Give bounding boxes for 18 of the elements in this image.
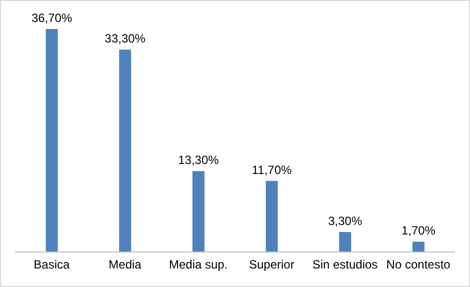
data-label: 1,70%	[401, 224, 436, 238]
x-tick-label: Sin estudios	[312, 258, 378, 272]
data-label: 36,70%	[31, 11, 72, 25]
bar	[46, 29, 58, 252]
data-label: 3,30%	[328, 214, 362, 228]
bar	[192, 171, 204, 252]
bar	[412, 242, 424, 252]
x-tick-label: Media	[108, 258, 142, 272]
data-label: 33,30%	[104, 32, 146, 46]
data-label: 11,70%	[252, 162, 292, 177]
bar	[339, 232, 352, 252]
x-tick-label: Media sup.	[168, 258, 228, 272]
data-label: 13,30%	[178, 153, 220, 168]
bar	[119, 50, 132, 252]
x-tick-label: Basica	[34, 258, 70, 272]
x-tick-label: No contesto	[386, 258, 451, 272]
x-tick-label: Superior	[248, 258, 294, 272]
bar	[266, 180, 278, 252]
